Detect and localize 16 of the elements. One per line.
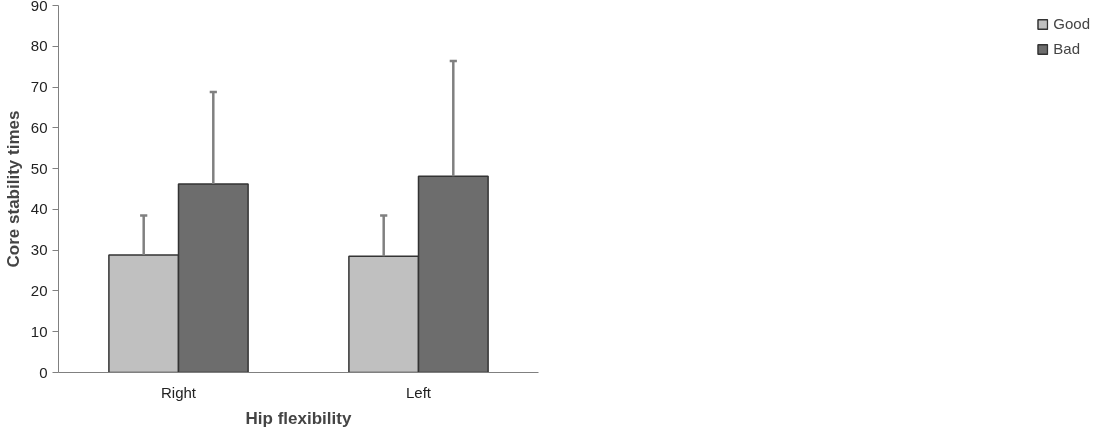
y-axis-title: Core stability times <box>3 110 23 268</box>
y-tick-label: 60 <box>30 118 48 136</box>
legend-label: Good <box>1053 15 1090 32</box>
x-tick-label: Right <box>160 383 197 401</box>
y-tick-label: 20 <box>30 281 48 299</box>
x-tick-label: Left <box>405 383 432 401</box>
legend-label: Bad <box>1053 40 1080 57</box>
y-tick-label: 10 <box>30 322 48 340</box>
y-tick-label: 0 <box>39 363 48 381</box>
y-tick-label: 30 <box>30 241 48 259</box>
y-tick-label: 40 <box>30 200 48 218</box>
y-tick-label: 50 <box>30 159 48 177</box>
y-tick-label: 70 <box>30 78 48 96</box>
y-tick-label: 80 <box>30 37 48 55</box>
y-tick-label: 90 <box>30 0 48 14</box>
x-axis-title: Hip flexibility <box>245 408 352 428</box>
